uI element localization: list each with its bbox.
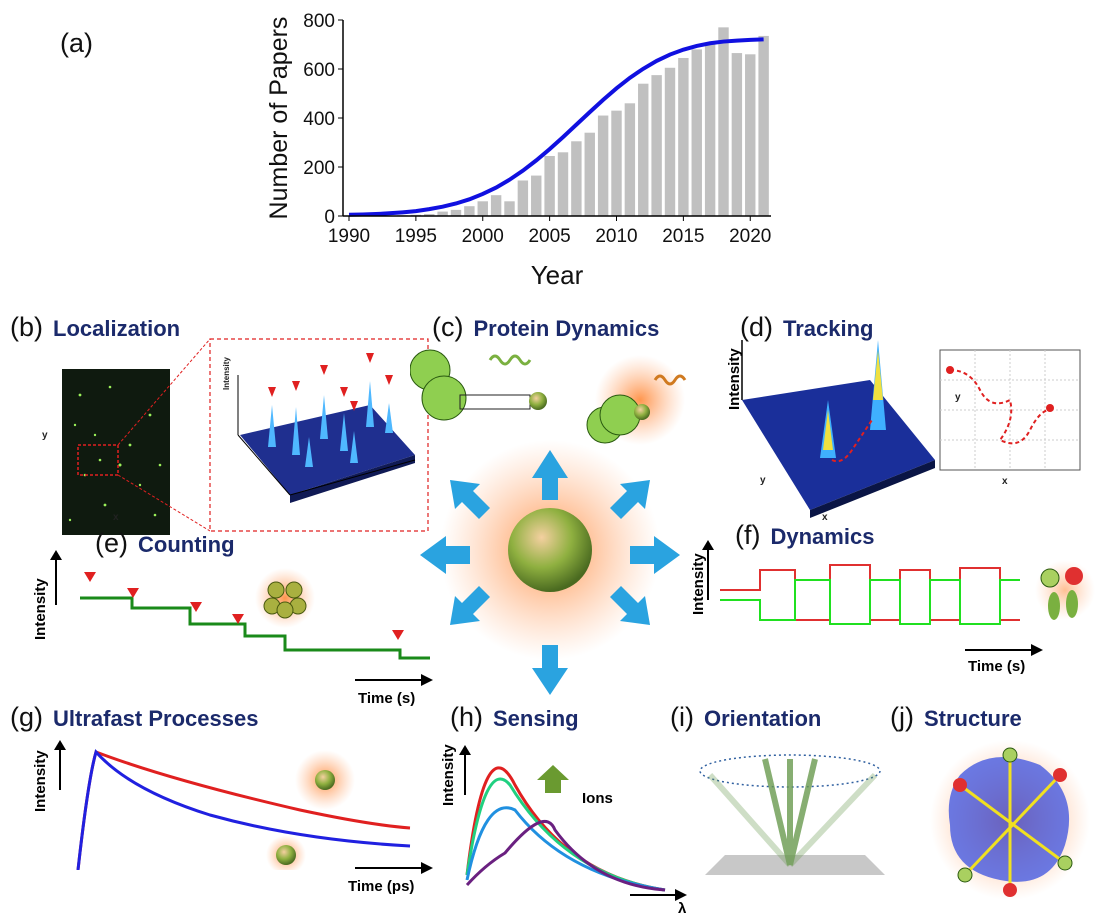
bar <box>424 214 435 216</box>
x-tick-label: 2005 <box>528 226 570 247</box>
bar <box>678 57 689 216</box>
bar <box>745 54 756 216</box>
bar <box>450 209 462 216</box>
panel-e-label: (e) <box>95 528 128 558</box>
b-z-label: Intensity <box>222 357 231 390</box>
bar <box>437 211 448 216</box>
f-x-label: Time (s) <box>968 658 1026 675</box>
d-y-label: Intensity <box>726 348 743 410</box>
x-tick-label: 2015 <box>662 226 704 247</box>
bar <box>718 27 729 216</box>
bar <box>611 110 622 216</box>
bar <box>504 201 515 216</box>
d-axis-x: x <box>822 512 828 523</box>
trend-line <box>348 37 764 217</box>
papers-chart: 0 200 400 600 800 1990 1995 2000 2005 2010 2015 202… <box>265 11 771 290</box>
panel-i-title: Orientation <box>703 706 822 731</box>
y-axis-label: Number of Papers <box>265 17 293 220</box>
bar <box>571 141 582 216</box>
bar <box>664 67 676 217</box>
dynamics-figure <box>702 540 1095 625</box>
panel-f-title: Dynamics <box>770 524 875 549</box>
bar <box>517 180 529 216</box>
x-tick-label: 1995 <box>395 226 437 247</box>
panel-c-title: Protein Dynamics <box>473 316 660 341</box>
bar <box>557 152 569 216</box>
panel-c-heading: (c) Protein Dynamics <box>432 312 659 343</box>
counting-figure <box>50 550 430 660</box>
panel-e-title: Counting <box>138 532 235 557</box>
d-track-x: x <box>1002 476 1008 487</box>
panel-e-heading: (e) Counting <box>95 528 235 559</box>
structure-figure <box>930 740 1090 900</box>
g-y-label: Intensity <box>32 750 49 812</box>
panel-b-heading: (b) Localization <box>10 312 180 343</box>
bar <box>477 201 488 216</box>
panel-h-title: Sensing <box>493 706 579 731</box>
bar <box>624 103 636 216</box>
h-y-label: Intensity <box>440 744 457 806</box>
panel-f-label: (f) <box>735 520 761 550</box>
panel-d-label: (d) <box>740 312 773 342</box>
bar <box>490 195 502 216</box>
g-x-label: Time (ps) <box>348 878 415 895</box>
panel-i-label: (i) <box>670 702 694 732</box>
x-tick-label: 2020 <box>729 226 771 247</box>
panel-f-heading: (f) Dynamics <box>735 520 874 551</box>
bar <box>544 155 555 216</box>
y-tick-label: 800 <box>303 11 335 32</box>
panel-j-label: (j) <box>890 702 914 732</box>
e-y-label: Intensity <box>32 578 49 640</box>
panel-c-label: (c) <box>432 312 464 342</box>
y-tick-label: 400 <box>303 109 335 130</box>
bar <box>731 53 743 217</box>
d-axis-y: y <box>760 475 766 486</box>
y-tick-label: 600 <box>303 60 335 81</box>
panel-j-title: Structure <box>923 706 1022 731</box>
bar <box>584 132 595 216</box>
b-axis-y: y <box>42 430 48 441</box>
bar <box>691 49 702 217</box>
ultrafast-figure <box>54 740 411 870</box>
f-y-label: Intensity <box>690 553 707 615</box>
tracking-figure <box>741 340 1081 518</box>
x-axis-label: Year <box>531 260 584 290</box>
panel-h-label: (h) <box>450 702 483 732</box>
y-tick-label: 200 <box>303 158 335 179</box>
panel-b-label: (b) <box>10 312 43 342</box>
x-tick-label: 2000 <box>462 226 504 247</box>
x-tick-label: 1990 <box>328 226 370 247</box>
panel-a-label: (a) <box>60 28 93 58</box>
panel-b-title: Localization <box>53 316 181 341</box>
bar <box>464 206 475 216</box>
bar <box>597 115 609 216</box>
panel-d-heading: (d) Tracking <box>740 312 873 343</box>
sensing-figure <box>459 745 687 901</box>
bar <box>704 44 716 216</box>
orientation-figure <box>699 754 885 875</box>
panel-g-title: Ultrafast Processes <box>53 706 259 731</box>
x-tick-label: 2010 <box>595 226 637 247</box>
panel-d-title: Tracking <box>783 316 874 341</box>
bar <box>651 75 662 216</box>
e-x-label: Time (s) <box>358 690 416 707</box>
bar <box>531 175 542 216</box>
d-track-y: y <box>955 392 961 403</box>
panel-h-heading: (h) Sensing <box>450 702 579 733</box>
panel-j-heading: (j) Structure <box>890 702 1022 733</box>
panel-g-label: (g) <box>10 702 43 732</box>
b-axis-x: x <box>113 512 119 523</box>
protein-dynamics-figure <box>410 349 687 695</box>
h-arrow-label: Ions <box>582 790 613 807</box>
h-x-label: λ <box>678 900 687 917</box>
panel-i-heading: (i) Orientation <box>670 702 821 733</box>
panel-g-heading: (g) Ultrafast Processes <box>10 702 258 733</box>
bar <box>758 35 769 216</box>
bar <box>638 83 649 216</box>
localization-figure <box>62 338 429 535</box>
y-tick-label: 0 <box>324 207 335 228</box>
